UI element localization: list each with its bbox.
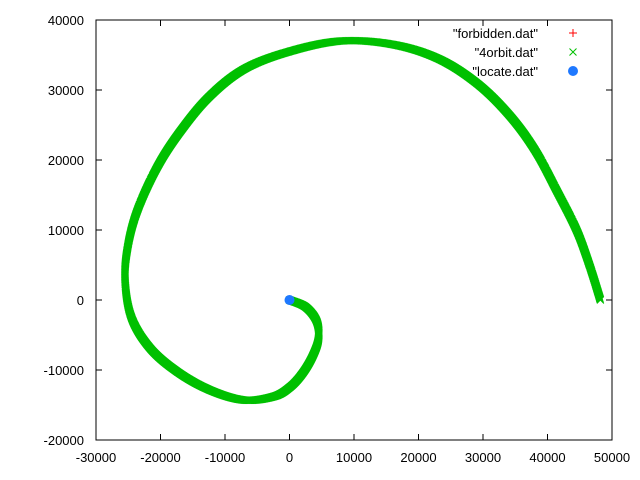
series-2 xyxy=(284,295,295,305)
data-point xyxy=(289,387,290,388)
locate-point xyxy=(284,295,295,305)
plot-frame xyxy=(95,19,613,441)
data-point xyxy=(243,68,245,70)
data-point xyxy=(272,396,274,398)
y-tick-label: 0 xyxy=(77,293,84,308)
y-tick-label: 20000 xyxy=(48,153,84,168)
data-point xyxy=(556,191,558,192)
orbit-points xyxy=(121,36,605,405)
data-point xyxy=(130,317,132,318)
data-point xyxy=(289,51,290,52)
data-point xyxy=(392,44,394,45)
axis-ticks: -30000 -20000 -10000 0 10000 20000 30000 40000 5… xyxy=(44,13,631,465)
series-1 xyxy=(121,36,605,405)
data-point xyxy=(150,348,152,350)
data-point xyxy=(312,355,314,357)
legend-label: "forbidden.dat" xyxy=(453,26,539,41)
data-point xyxy=(340,40,342,42)
data-point xyxy=(124,278,126,280)
data-point xyxy=(211,390,213,392)
data-point xyxy=(127,243,129,245)
data-point xyxy=(316,320,318,322)
data-point xyxy=(156,166,158,168)
x-tick-label: 30000 xyxy=(465,450,501,465)
legend-marker-plus xyxy=(569,29,577,37)
data-point xyxy=(243,399,245,401)
data-point xyxy=(301,373,303,374)
data-point xyxy=(137,208,139,210)
data-point xyxy=(576,229,578,231)
data-point xyxy=(179,373,181,374)
legend: "forbidden.dat" "4orbit.dat" "locate.dat" xyxy=(453,26,578,79)
x-tick-label: 40000 xyxy=(529,450,565,465)
data-point xyxy=(437,58,439,59)
data-point xyxy=(508,114,510,115)
y-tick-label: 30000 xyxy=(48,83,84,98)
legend-label: "4orbit.dat" xyxy=(475,45,539,60)
x-tick-label: 10000 xyxy=(336,450,372,465)
x-tick-label: -30000 xyxy=(76,450,116,465)
x-tick-label: 0 xyxy=(286,450,293,465)
y-tick-label: -20000 xyxy=(44,433,84,448)
y-tick-label: 10000 xyxy=(48,223,84,238)
y-tick-label: 40000 xyxy=(48,13,84,28)
data-point xyxy=(534,149,536,150)
data-point xyxy=(476,82,478,84)
data-point xyxy=(305,306,307,308)
x-tick-label: -10000 xyxy=(205,450,245,465)
data-point xyxy=(208,96,210,98)
data-point xyxy=(599,299,601,301)
y-tick-label: -10000 xyxy=(44,363,84,378)
series-layer xyxy=(121,36,605,405)
data-point xyxy=(588,264,590,266)
legend-marker-circle xyxy=(568,66,578,76)
legend-label: "locate.dat" xyxy=(472,64,538,79)
x-tick-label: 20000 xyxy=(400,450,436,465)
x-tick-label: 50000 xyxy=(594,450,630,465)
x-tick-label: -20000 xyxy=(140,450,180,465)
data-point xyxy=(318,338,320,339)
legend-marker-cross xyxy=(569,48,577,56)
data-point xyxy=(179,131,181,133)
